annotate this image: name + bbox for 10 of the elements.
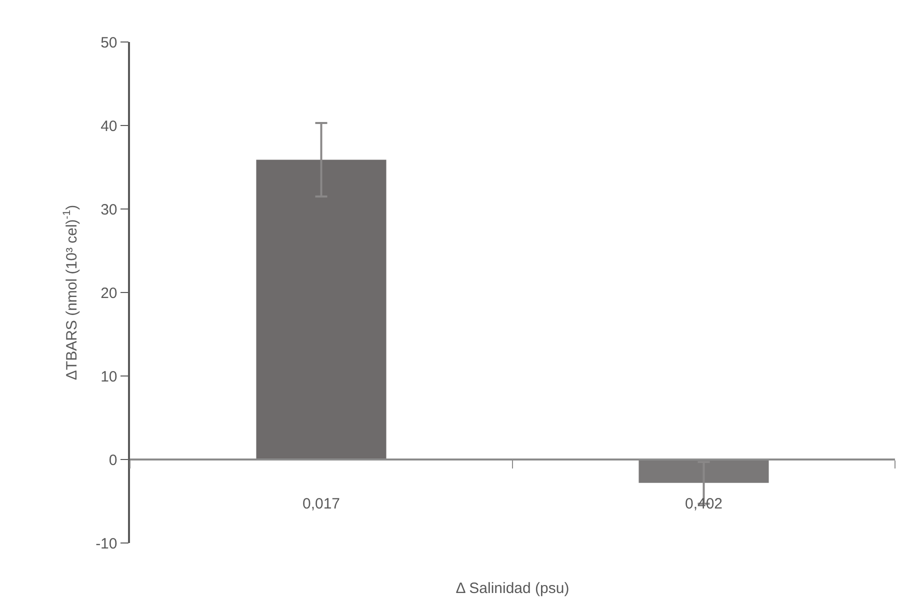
y-tick-label: 30 <box>100 201 118 218</box>
y-tick-label: -10 <box>96 535 118 552</box>
y-tick-label: 10 <box>100 368 118 386</box>
x-axis-title: Δ Salinidad (psu) <box>456 580 570 597</box>
x-tick-label: 0,017 <box>302 495 340 512</box>
y-tick-label: 40 <box>100 118 118 135</box>
y-tick-label: 50 <box>100 34 118 52</box>
y-tick-label: 20 <box>100 284 118 302</box>
y-tick-label: 0 <box>108 452 118 469</box>
x-tick-label: 0,402 <box>684 495 723 512</box>
